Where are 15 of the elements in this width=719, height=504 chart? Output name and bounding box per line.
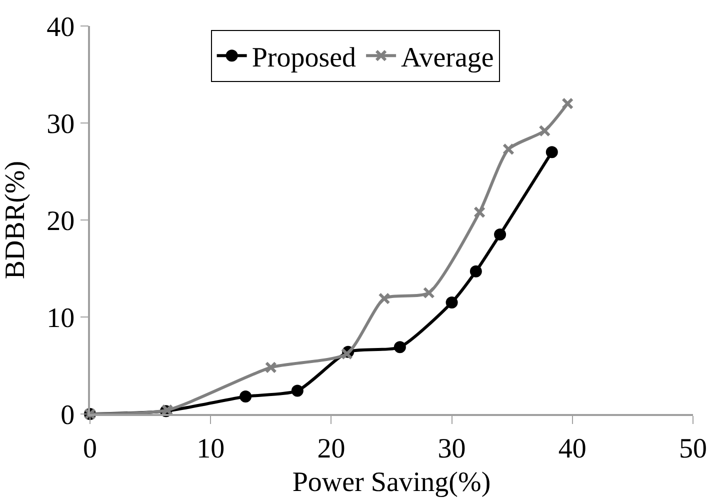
x-tick-label: 0 (83, 433, 97, 464)
x-tick-label: 10 (196, 433, 225, 464)
x-tick-label: 30 (438, 433, 466, 464)
legend-label: Proposed (252, 42, 356, 74)
x-tick-label: 40 (558, 433, 586, 464)
legend-label: Average (401, 42, 494, 74)
x-tick-label: 50 (679, 433, 707, 464)
y-tick-label: 0 (60, 400, 75, 431)
y-axis-title: BDBR(%) (0, 160, 31, 280)
y-tick-label: 20 (46, 206, 75, 237)
y-tick-label: 30 (46, 108, 75, 140)
y-tick-label: 40 (46, 12, 75, 43)
x-tick-label: 20 (317, 433, 346, 464)
y-tick-label: 10 (46, 302, 75, 334)
x-axis-title: Power Saving(%) (292, 466, 491, 498)
